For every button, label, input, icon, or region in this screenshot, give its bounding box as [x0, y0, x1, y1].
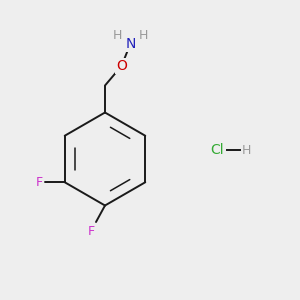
Text: H: H — [241, 143, 251, 157]
Text: F: F — [88, 224, 95, 238]
Text: H: H — [113, 28, 123, 42]
Text: H: H — [138, 28, 148, 42]
Text: O: O — [116, 59, 127, 73]
Text: F: F — [36, 176, 43, 189]
Text: N: N — [125, 37, 136, 50]
Text: Cl: Cl — [211, 143, 224, 157]
